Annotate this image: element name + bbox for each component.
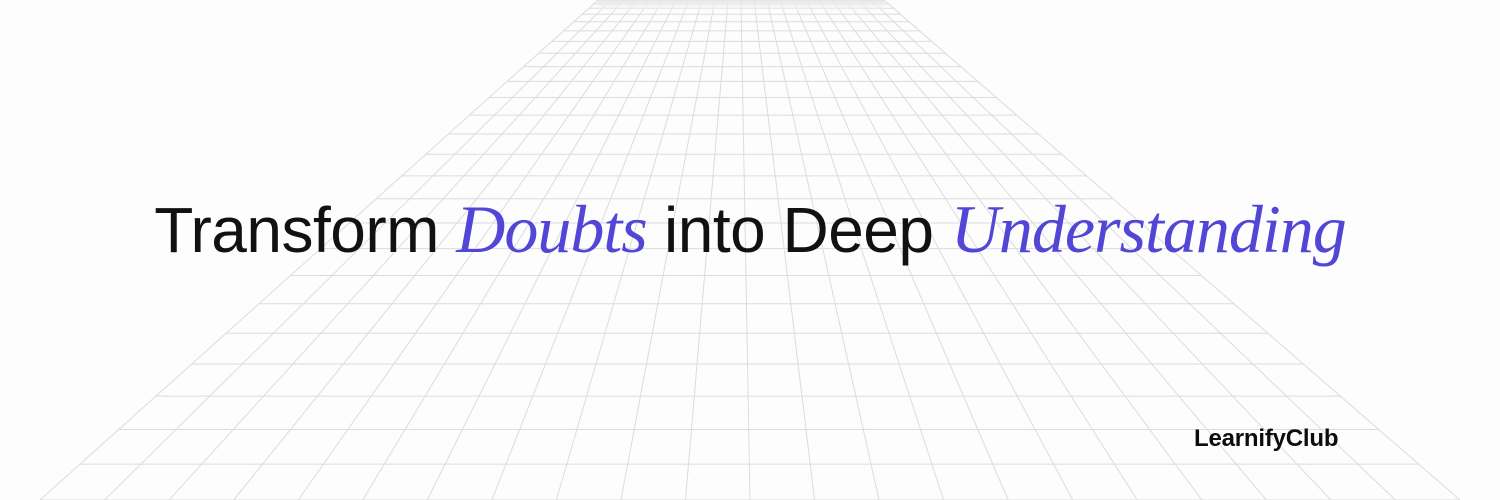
- grid-line-vertical: [491, 0, 690, 500]
- grid-line-vertical: [818, 0, 1138, 500]
- grid-line-vertical: [805, 0, 1074, 500]
- headline-accent-understanding: Understanding: [950, 191, 1347, 267]
- grid-line-vertical: [779, 0, 945, 500]
- grid-line-vertical: [233, 0, 638, 500]
- grid-line-vertical: [39, 0, 599, 500]
- grid-line-vertical: [168, 0, 625, 500]
- grid-line-vertical: [426, 0, 677, 500]
- grid-line-vertical: [870, 0, 1396, 500]
- grid-line-vertical: [753, 0, 816, 500]
- grid-line-vertical: [684, 0, 729, 500]
- grid-line-vertical: [362, 0, 664, 500]
- grid-line-vertical: [297, 0, 651, 500]
- headline-part-1: Transform: [154, 194, 457, 266]
- headline-accent-doubts: Doubts: [456, 191, 647, 267]
- grid-line-vertical: [883, 0, 1461, 500]
- grid-line-vertical: [831, 0, 1203, 500]
- grid-line-vertical: [620, 0, 716, 500]
- headline-part-2: into Deep: [646, 194, 951, 266]
- grid-line-vertical: [792, 0, 1009, 500]
- brand-logo-text: LearnifyClub: [1194, 425, 1339, 452]
- grid-line-vertical: [844, 0, 1267, 500]
- grid-line-vertical: [555, 0, 703, 500]
- grid-line-vertical: [740, 0, 751, 500]
- grid-line-vertical: [766, 0, 880, 500]
- grid-line-vertical: [104, 0, 612, 500]
- grid-line-vertical: [857, 0, 1332, 500]
- headline: Transform Doubts into Deep Understanding: [0, 186, 1500, 273]
